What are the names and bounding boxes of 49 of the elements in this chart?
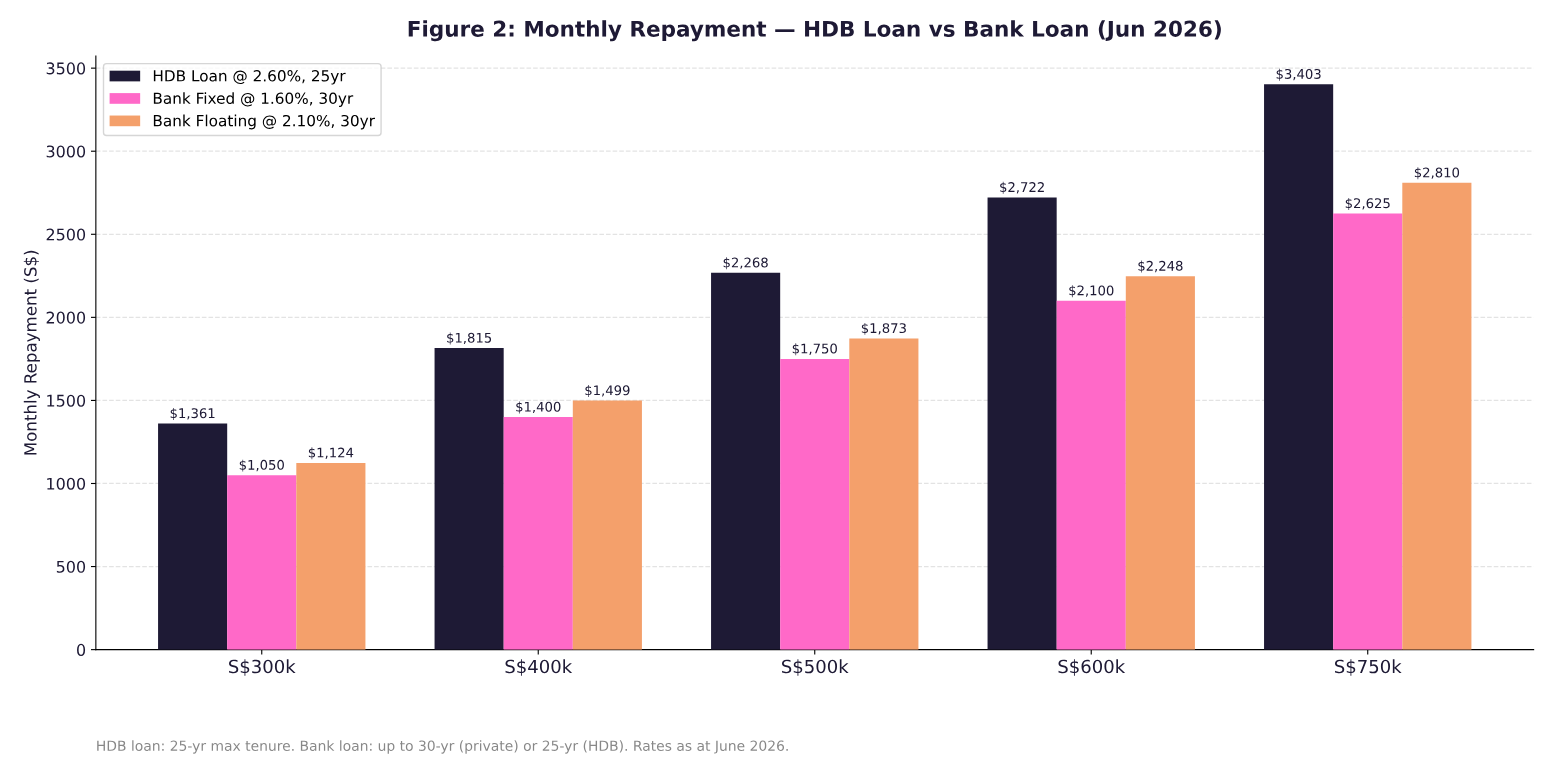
bar (434, 348, 504, 650)
y-tick-label: 2500 (46, 228, 86, 241)
data-label: $1,873 (861, 322, 906, 335)
bar (227, 475, 297, 650)
bar (1056, 300, 1126, 650)
data-label: $1,499 (585, 385, 630, 398)
bar (1125, 276, 1195, 650)
y-tick-label: 500 (56, 560, 86, 573)
y-tick-label: 0 (77, 643, 86, 656)
data-label: $2,248 (1138, 260, 1183, 273)
x-tick-label: S$500k (782, 659, 849, 676)
data-label: $2,100 (1069, 285, 1114, 298)
y-tick-label: 2000 (46, 311, 86, 324)
y-tick-label: 3000 (46, 145, 86, 158)
bar (1333, 213, 1403, 650)
data-label: $1,361 (170, 407, 215, 420)
chart-title: Figure 2: Monthly Repayment — HDB Loan vs Bank Loan (Jun 2026) (408, 20, 1221, 42)
bar (711, 272, 781, 650)
text: HDB loan: 25-yr max tenure. Bank loan: up to 30-yr (private) or 25-yr (HDB). Rates as at June 2026. (97, 740, 788, 754)
bar (503, 417, 573, 650)
bar (296, 462, 366, 650)
bar (987, 197, 1057, 650)
x-tick-label: S$750k (1334, 659, 1402, 676)
legend-label: HDB Loan @ 2.60%, 25yr (153, 70, 346, 85)
x-tick-label: S$300k (229, 659, 296, 676)
y-tick-label: 1500 (47, 394, 86, 407)
bar (158, 423, 228, 650)
data-label: $2,810 (1414, 167, 1460, 180)
y-axis-title: Monthly Repayment (S$) (23, 250, 40, 455)
data-label: $2,722 (1000, 181, 1044, 194)
legend-label: Bank Fixed @ 1.60%, 30yr (153, 92, 354, 107)
data-label: $1,750 (792, 343, 837, 356)
bar (780, 358, 850, 650)
data-label: $1,050 (239, 459, 284, 472)
x-tick-label: S$400k (505, 659, 573, 676)
bar (849, 338, 919, 650)
data-label: $3,403 (1276, 68, 1321, 81)
data-label: $2,268 (723, 257, 768, 270)
data-label: $2,625 (1345, 197, 1390, 210)
y-tick-label: 3500 (46, 62, 86, 75)
bar (1402, 182, 1472, 650)
data-label: $1,815 (447, 332, 492, 345)
y-tick-label: 1000 (47, 477, 86, 490)
bar (572, 400, 642, 650)
bar (1264, 84, 1334, 650)
x-tick-label: S$600k (1058, 659, 1126, 676)
data-label: $1,124 (308, 447, 354, 460)
data-label: $1,400 (516, 401, 561, 414)
legend-label: Bank Floating @ 2.10%, 30yr (153, 114, 375, 130)
